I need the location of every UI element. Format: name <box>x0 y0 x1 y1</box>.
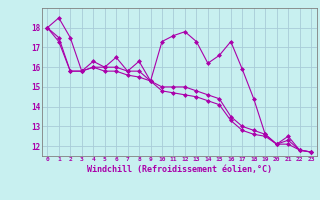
X-axis label: Windchill (Refroidissement éolien,°C): Windchill (Refroidissement éolien,°C) <box>87 165 272 174</box>
